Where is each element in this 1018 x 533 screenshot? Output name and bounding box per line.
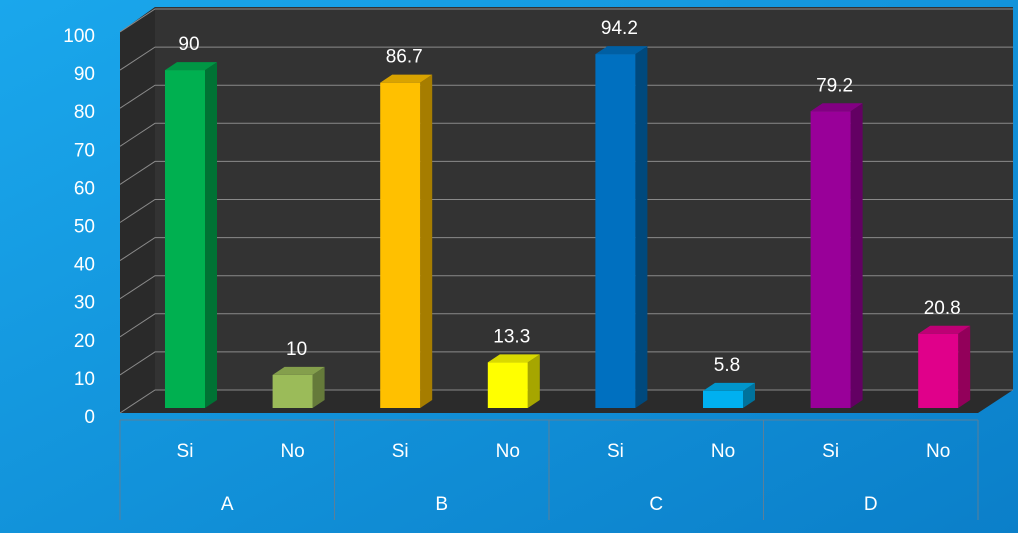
y-tick-label: 80 (74, 102, 95, 123)
grid-line (119, 275, 1013, 300)
data-label: 13.3 (493, 326, 530, 347)
bar-top (810, 103, 863, 112)
x-tick-label: No (711, 441, 735, 462)
grid-line (119, 122, 1013, 147)
y-tick-label: 10 (74, 369, 95, 390)
bar-side (743, 382, 755, 408)
y-tick-label: 90 (74, 64, 95, 85)
y-tick-label: 20 (74, 331, 95, 352)
bar-side (635, 46, 648, 409)
x-tick-label: Si (392, 441, 409, 462)
bar-side (958, 325, 971, 408)
bar-top (272, 366, 325, 375)
data-label: 5.8 (714, 355, 740, 376)
data-label: 86.7 (386, 47, 423, 68)
y-tick-label: 70 (74, 140, 95, 161)
grid-line (119, 237, 1013, 262)
bar (165, 70, 205, 408)
data-label: 10 (286, 339, 307, 360)
bar (595, 54, 636, 409)
data-label: 90 (178, 34, 199, 55)
x-tick-label: Si (822, 441, 839, 462)
x-tick-label: No (496, 441, 520, 462)
y-tick-label: 100 (63, 26, 95, 47)
grid-line (119, 313, 1013, 338)
grid-line (119, 46, 1013, 71)
bar-side (312, 366, 325, 408)
back-wall (155, 7, 1013, 390)
bar-side (205, 62, 217, 408)
bar (272, 374, 313, 408)
bar-side (420, 74, 433, 408)
bar (918, 333, 959, 408)
bar (703, 390, 743, 408)
data-label: 20.8 (924, 298, 961, 319)
bar (487, 362, 528, 408)
y-tick-label: 0 (84, 407, 95, 428)
x-tick-label: Si (177, 441, 194, 462)
bar-top (595, 46, 648, 55)
bar (380, 82, 421, 408)
bar-top (703, 382, 755, 391)
bar-side (527, 354, 540, 408)
data-label: 94.2 (601, 18, 638, 39)
bar-top (487, 354, 540, 363)
y-tick-label: 50 (74, 217, 95, 238)
grid-line (119, 199, 1013, 223)
group-label: A (221, 494, 234, 515)
grid-line (119, 160, 1013, 185)
y-tick-label: 40 (74, 255, 95, 276)
group-label: D (864, 494, 878, 515)
bar (810, 111, 851, 409)
y-tick-label: 30 (74, 293, 95, 314)
x-tick-label: No (280, 441, 304, 462)
x-tick-label: No (926, 441, 950, 462)
bar-top (380, 74, 433, 83)
bar-top (918, 325, 971, 334)
group-label: C (649, 494, 663, 515)
grid-line (119, 8, 1013, 33)
y-tick-label: 60 (74, 178, 95, 199)
floor (120, 390, 1013, 413)
bar-top (165, 62, 217, 71)
x-tick-label: Si (607, 441, 624, 462)
grid-line (119, 84, 1013, 109)
bar-side (850, 103, 863, 409)
side-wall (120, 7, 155, 413)
data-label: 79.2 (816, 75, 853, 96)
grid-line (119, 351, 1013, 376)
group-label: B (435, 494, 448, 515)
